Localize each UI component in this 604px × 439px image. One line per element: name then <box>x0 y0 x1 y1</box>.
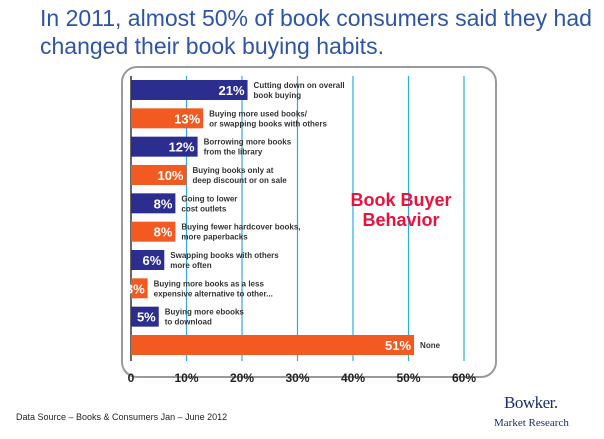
bar <box>131 278 148 299</box>
bar-description: Buying fewer hardcover books, more paperb… <box>181 223 300 242</box>
logo-subtitle: Market Research <box>494 417 569 429</box>
headline: In 2011, almost 50% of book consumers sa… <box>40 5 592 59</box>
bar-description: Cutting down on overall book buying <box>254 81 345 100</box>
bar <box>131 250 165 270</box>
bar-value-label: 21% <box>219 83 245 98</box>
bar <box>131 335 415 355</box>
x-tick-label: 10% <box>174 371 198 385</box>
x-tick-label: 0 <box>128 371 135 385</box>
x-tick-label: 50% <box>396 371 420 385</box>
x-tick-label: 30% <box>285 371 309 385</box>
bar <box>131 108 204 129</box>
bowker-logo: Bowker. Market Research <box>492 393 598 435</box>
bar-description: Buying books only at deep discount or on … <box>193 166 288 185</box>
x-tick-label: 20% <box>230 371 254 385</box>
bar-value-label: 10% <box>157 168 183 183</box>
x-tick-label: 60% <box>452 371 476 385</box>
bar <box>131 306 159 327</box>
bar-value-label: 51% <box>385 338 411 353</box>
chart-title: Book Buyer Behavior <box>350 190 451 230</box>
bar-description: Swapping books with others more often <box>170 251 279 270</box>
bar <box>131 221 176 242</box>
bar-value-label: 8% <box>154 225 173 240</box>
bar-value-label: 12% <box>169 140 195 155</box>
bar-description: Buying more used books/or swapping books… <box>209 109 327 128</box>
bar-description: Going to lower cost outlets <box>181 194 237 213</box>
x-tick-label: 40% <box>341 371 365 385</box>
bar <box>131 193 176 214</box>
bar-value-label: 5% <box>137 310 156 325</box>
bar-value-label: 3% <box>126 281 145 296</box>
bar-value-label: 6% <box>143 253 162 268</box>
bar-description: Borrowing more books from the library <box>204 138 292 157</box>
bar <box>131 165 187 185</box>
bar <box>131 136 198 157</box>
bar-description: Buying more books as a less expensive alt… <box>154 279 273 298</box>
bar-description: Buying more ebooks to download <box>165 308 245 327</box>
bar-description: None <box>420 341 441 350</box>
data-source-note: Data Source – Books & Consumers Jan – Ju… <box>16 412 228 422</box>
bar-value-label: 13% <box>174 111 200 126</box>
bar-value-label: 8% <box>154 196 173 211</box>
bar <box>131 80 248 100</box>
logo-name: Bowker. <box>504 393 558 412</box>
